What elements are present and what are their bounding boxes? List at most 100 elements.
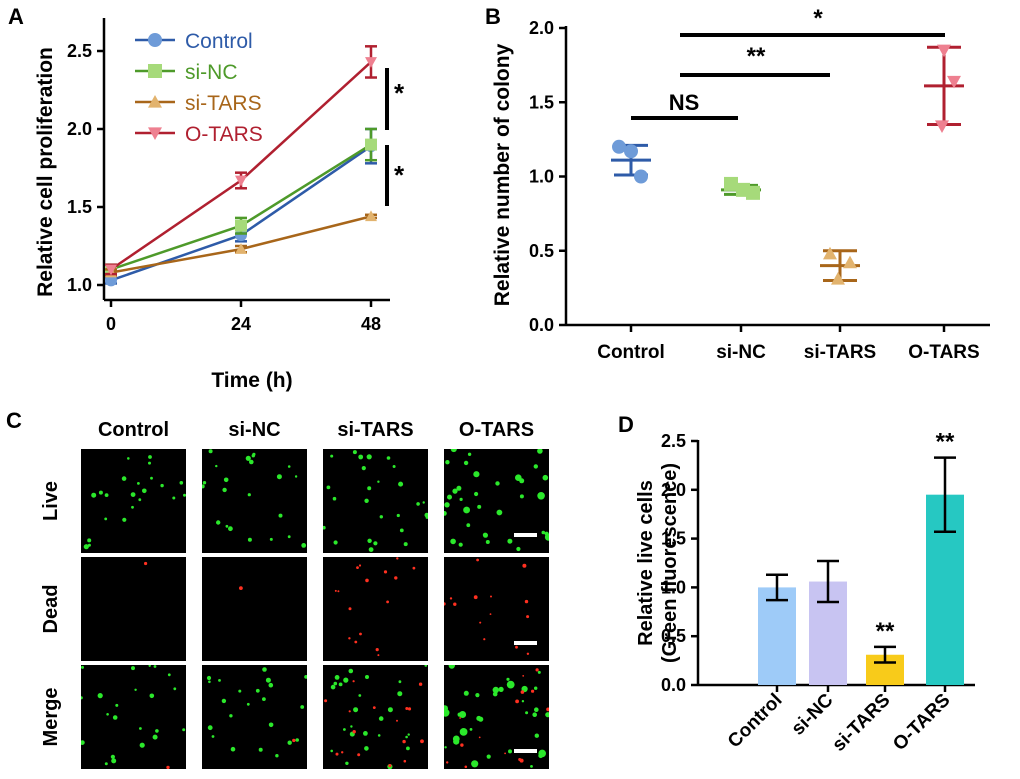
chart-a: 1.0 1.5 2.0 2.5 0 24 48 Relative cell prolifer… xyxy=(34,18,405,392)
panel-label-c: C xyxy=(6,408,22,433)
chart-d-ytick-label: 0.0 xyxy=(661,675,686,695)
chart-a-series-si-tars xyxy=(105,210,377,278)
chart-d-errorbar xyxy=(874,645,896,664)
chart-d-xtick-label: Control xyxy=(724,690,787,753)
chart-a-legend-entry: Control xyxy=(135,30,253,53)
chart-a-point xyxy=(365,57,377,68)
chart-b-ytick-label: 1.5 xyxy=(529,92,554,112)
chart-b-point xyxy=(843,255,857,269)
chart-a-legend-marker xyxy=(148,64,162,78)
chart-b-group-o-tars xyxy=(924,44,964,134)
chart-b-point xyxy=(724,176,738,191)
chart-a-point xyxy=(105,264,117,276)
chart-a-legend-marker xyxy=(148,33,162,47)
chart-b-sig-label: ** xyxy=(747,43,766,70)
micrograph-dead-si-nc xyxy=(202,557,307,661)
chart-b-sig-label: NS xyxy=(669,90,700,115)
chart-b-ytick-label: 1.0 xyxy=(529,167,554,187)
chart-b-xtick-label: O-TARS xyxy=(908,342,979,363)
chart-a-ytick-label: 2.5 xyxy=(67,41,92,61)
micrograph-dead-control xyxy=(81,557,186,661)
chart-d-sig-label: ** xyxy=(876,618,895,645)
chart-b-point xyxy=(634,169,648,184)
micrograph-merge-si-tars xyxy=(323,665,428,769)
chart-d-bar-group: si-NC xyxy=(788,559,847,740)
chart-a-point xyxy=(235,175,247,187)
chart-a-ytick-label: 2.0 xyxy=(67,119,92,139)
chart-b-group-si-tars xyxy=(820,246,860,285)
chart-b-sig-label: * xyxy=(813,5,823,32)
chart-a-legend-entry: si-TARS xyxy=(135,92,262,115)
chart-d-bar-group: Control xyxy=(724,573,796,753)
chart-a-legend: Control si-NC si-TARS O-TARS xyxy=(135,30,263,146)
micrograph-dead-si-tars xyxy=(323,557,428,661)
micrograph-row-label: Merge xyxy=(40,688,62,747)
chart-b-xtick-label: si-TARS xyxy=(804,342,876,363)
chart-b-ytick-label: 0.5 xyxy=(529,241,554,261)
chart-a-legend-entry: O-TARS xyxy=(135,123,263,146)
panel-label-d: D xyxy=(618,412,634,437)
chart-d-ytick-label: 2.0 xyxy=(661,480,686,500)
chart-a-ytick-label: 1.0 xyxy=(67,275,92,295)
micrograph-live-o-tars xyxy=(444,449,549,553)
micrograph-column-label: Control xyxy=(98,419,169,441)
micrograph-live-si-tars xyxy=(323,449,428,553)
chart-b-ytick-label: 0.0 xyxy=(529,315,554,335)
chart-a-sig-label-2: * xyxy=(394,160,405,190)
chart-d-xtick-label: si-TARS xyxy=(828,690,894,756)
chart-b-point xyxy=(935,120,949,134)
micrograph-merge-o-tars xyxy=(444,665,549,769)
panel-label-b: B xyxy=(485,4,501,29)
chart-d-ytick-label: 0.5 xyxy=(661,626,686,646)
chart-a-xtick-label: 48 xyxy=(361,314,381,334)
micrograph-column-label: si-TARS xyxy=(337,419,413,441)
micrograph-column-label: O-TARS xyxy=(459,419,534,441)
chart-d-ylabel-2: (Green fluorescence) xyxy=(659,463,681,663)
chart-d-errorbar xyxy=(817,559,839,604)
chart-a-legend-entry: si-NC xyxy=(135,61,238,84)
chart-a-point xyxy=(235,219,247,232)
chart-d-xtick-label: O-TARS xyxy=(889,690,954,755)
chart-a-point xyxy=(235,243,247,254)
chart-b-point xyxy=(612,139,626,154)
chart-b-ylabel: Relative number of colony xyxy=(491,43,514,306)
chart-a-point xyxy=(235,229,247,242)
chart-d-ytick-label: 2.5 xyxy=(661,431,686,451)
micrograph-live-control xyxy=(81,449,186,553)
chart-a-legend-marker xyxy=(148,127,162,140)
chart-d-sig-label: ** xyxy=(936,429,955,456)
chart-a-legend-label: Control xyxy=(185,30,253,53)
chart-a-point xyxy=(365,138,377,151)
micrograph-column-label: si-NC xyxy=(228,419,280,441)
chart-d-errorbar xyxy=(934,456,956,534)
chart-b-ytick-label: 2.0 xyxy=(529,18,554,38)
chart-b-group-si-nc xyxy=(721,176,761,200)
chart-d-ylabel: Relative live cells xyxy=(635,480,657,646)
micrograph-row-label: Dead xyxy=(40,585,62,634)
chart-a-series-o-tars xyxy=(105,45,377,276)
chart-a-xlabel: Time (h) xyxy=(211,369,292,392)
micrograph-live-si-nc xyxy=(202,449,307,553)
chart-a-legend-label: O-TARS xyxy=(185,123,263,146)
chart-a-legend-label: si-NC xyxy=(185,61,238,84)
chart-a-ylabel: Relative cell proliferation xyxy=(34,47,57,297)
chart-b-point xyxy=(831,271,845,285)
chart-a-legend-marker xyxy=(148,95,162,108)
chart-b-xtick-label: Control xyxy=(597,342,665,363)
chart-b-point xyxy=(937,44,951,58)
chart-b: 0.0 0.5 1.0 1.5 2.0 Control si-NC si-TARS O-TARS… xyxy=(491,5,990,363)
chart-a-series-control xyxy=(105,127,377,287)
micrograph-merge-si-nc xyxy=(202,665,307,769)
chart-a-xtick-label: 0 xyxy=(106,314,116,334)
micrograph-merge-control xyxy=(81,665,186,769)
micrograph-row-label: Live xyxy=(40,481,62,521)
chart-d-bar xyxy=(758,587,796,685)
chart-a-point xyxy=(365,210,377,222)
chart-d-errorbar xyxy=(766,573,788,602)
chart-a-ytick-label: 1.5 xyxy=(67,197,92,217)
chart-d-bar-group: O-TARS ** xyxy=(889,429,964,755)
chart-d-ytick-label: 1.5 xyxy=(661,529,686,549)
chart-a-xtick-label: 24 xyxy=(231,314,251,334)
chart-b-point xyxy=(947,75,961,89)
micrograph-dead-o-tars xyxy=(444,557,549,661)
